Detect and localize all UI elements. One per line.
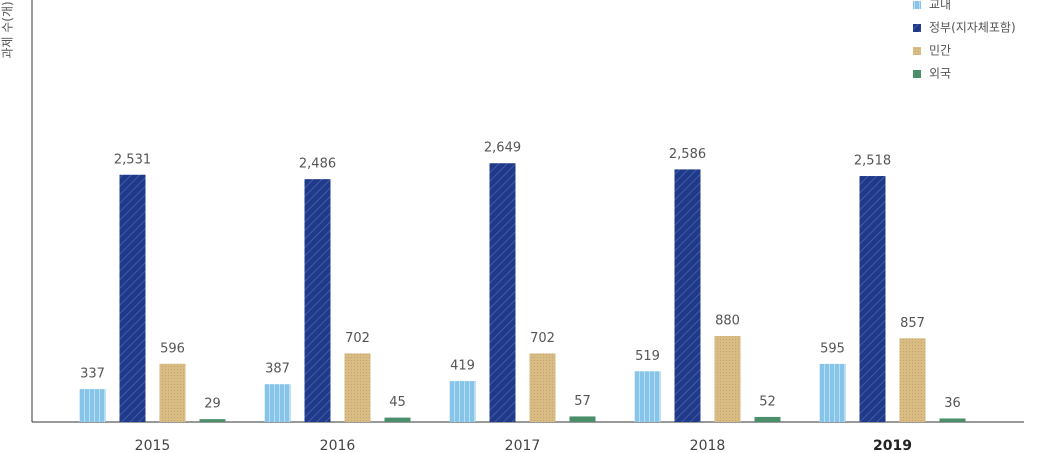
bar — [899, 338, 926, 422]
bar — [449, 381, 476, 422]
data-label: 880 — [715, 314, 740, 329]
x-tick-label: 2015 — [135, 438, 171, 453]
data-label: 702 — [345, 331, 370, 346]
data-label: 45 — [389, 395, 406, 410]
x-tick-label: 2017 — [505, 438, 541, 453]
data-label: 519 — [635, 349, 660, 364]
legend-swatch — [913, 1, 921, 9]
legend-label: 외국 — [929, 67, 951, 81]
x-tick-label: 2018 — [690, 438, 726, 453]
bar — [529, 353, 556, 422]
bar — [754, 416, 781, 422]
legend-swatch — [913, 24, 921, 32]
data-label: 702 — [530, 331, 555, 346]
data-label: 595 — [820, 341, 845, 356]
bar — [344, 353, 371, 422]
data-label: 857 — [900, 316, 925, 331]
x-tick-label: 2019 — [873, 438, 912, 453]
bar — [569, 416, 596, 422]
bar — [159, 363, 186, 422]
legend-swatch — [913, 70, 921, 78]
data-label: 52 — [759, 394, 776, 409]
y-axis-label: 과제 수(개) — [1, 1, 15, 58]
bar — [384, 417, 411, 422]
legend-label: 정부(지자체포함) — [929, 21, 1016, 35]
data-label: 2,531 — [114, 152, 151, 167]
data-label: 596 — [160, 341, 185, 356]
data-label: 387 — [265, 362, 290, 377]
data-label: 419 — [450, 359, 475, 374]
data-label: 2,649 — [484, 141, 521, 156]
bar — [199, 419, 226, 422]
bar — [79, 389, 106, 422]
legend-label: 민간 — [929, 44, 951, 58]
data-label: 57 — [574, 394, 591, 409]
bar — [119, 174, 146, 422]
bar — [714, 336, 741, 422]
legend-swatch — [913, 47, 921, 55]
bar — [819, 363, 846, 422]
bar — [304, 179, 331, 422]
bar — [264, 384, 291, 422]
x-tick-label: 2016 — [320, 438, 356, 453]
data-label: 337 — [80, 367, 105, 382]
data-label: 2,586 — [669, 147, 706, 162]
bar — [939, 418, 966, 422]
data-label: 36 — [944, 396, 961, 411]
bar — [634, 371, 661, 422]
data-label: 2,518 — [854, 154, 891, 169]
data-label: 29 — [204, 397, 221, 412]
bar — [489, 163, 516, 423]
bar — [859, 176, 886, 422]
data-label: 2,486 — [299, 157, 336, 172]
legend-label: 교내 — [929, 0, 951, 12]
bar — [674, 169, 701, 422]
